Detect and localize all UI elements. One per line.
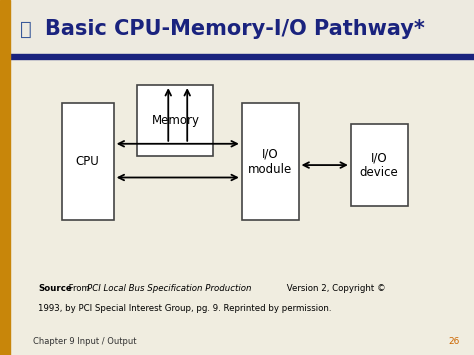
Bar — [10, 0, 474, 55]
Text: Source: Source — [38, 284, 72, 293]
Text: PCI Local Bus Specification Production: PCI Local Bus Specification Production — [87, 284, 251, 293]
Text: CPU: CPU — [76, 155, 100, 168]
Bar — [62, 103, 114, 220]
Text: Chapter 9 Input / Output: Chapter 9 Input / Output — [33, 337, 137, 346]
Text: : From: : From — [63, 284, 92, 293]
Bar — [351, 124, 408, 206]
Text: Memory: Memory — [151, 114, 200, 127]
Bar — [242, 103, 299, 220]
Bar — [10, 59, 474, 323]
Text: 1993, by PCI Special Interest Group, pg. 9. Reprinted by permission.: 1993, by PCI Special Interest Group, pg.… — [38, 304, 331, 312]
Bar — [10, 54, 474, 59]
Text: I/O
module: I/O module — [248, 148, 292, 175]
Text: ⛹: ⛹ — [20, 20, 32, 39]
Bar — [137, 85, 213, 156]
Text: Version 2, Copyright ©: Version 2, Copyright © — [284, 284, 386, 293]
Bar — [0, 0, 10, 355]
Text: I/O
device: I/O device — [360, 151, 399, 179]
Text: Basic CPU-Memory-I/O Pathway*: Basic CPU-Memory-I/O Pathway* — [45, 20, 425, 39]
Text: 26: 26 — [448, 337, 460, 346]
